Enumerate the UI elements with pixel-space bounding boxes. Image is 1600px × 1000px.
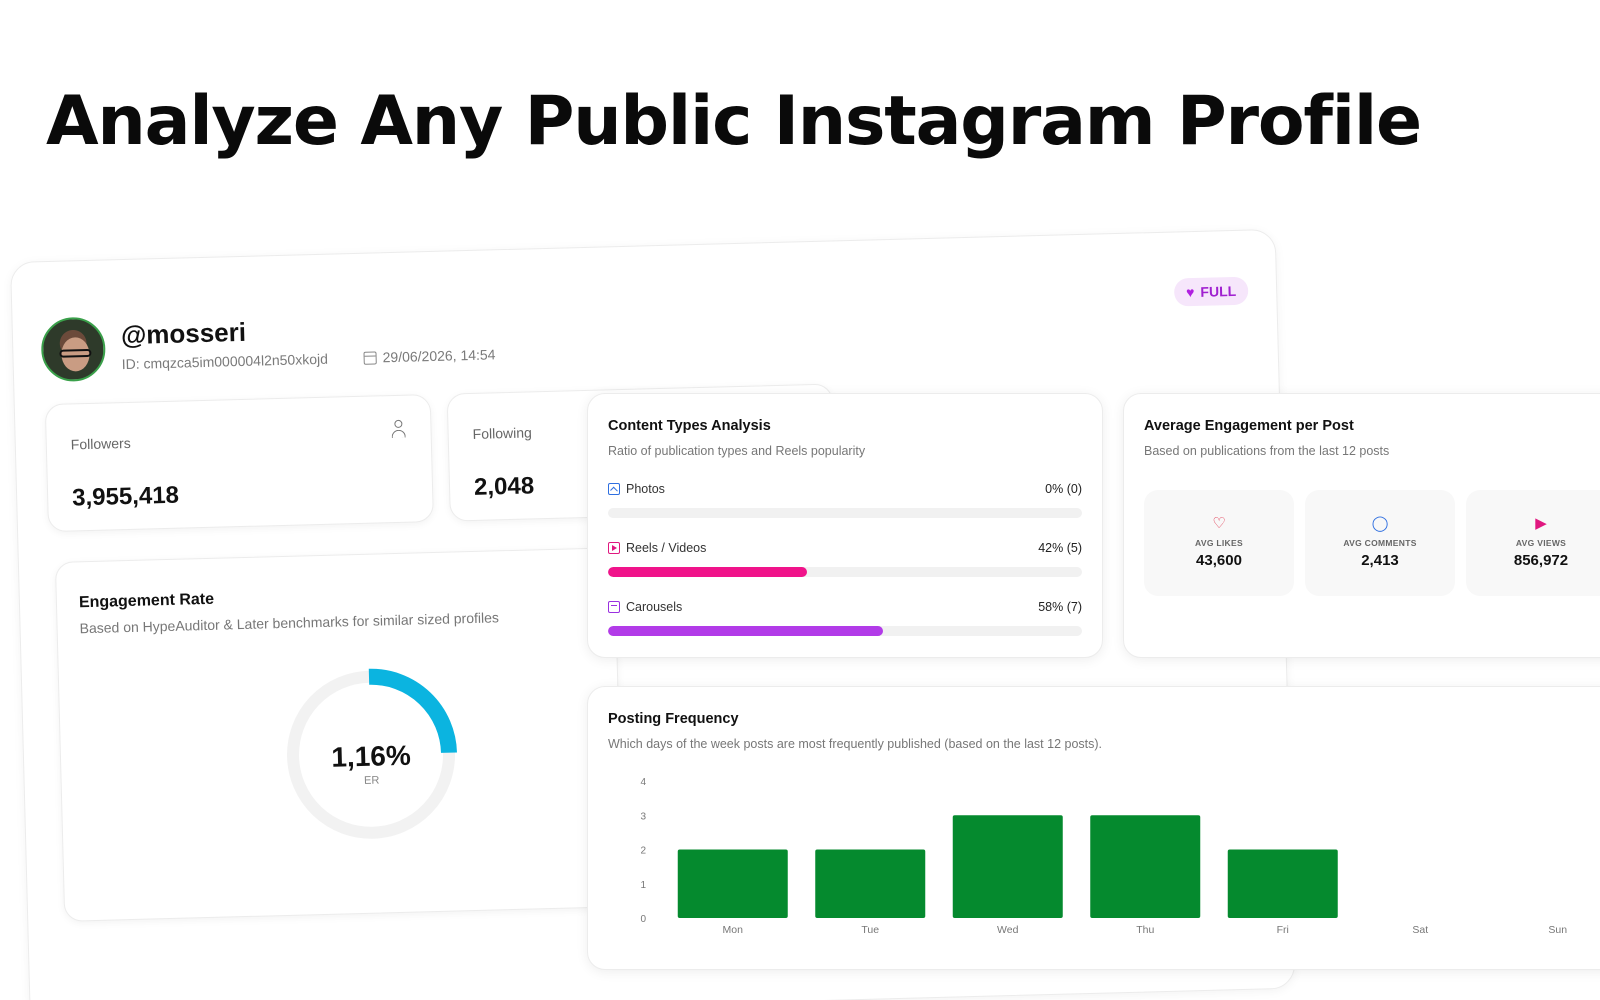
- comment-icon: ◯: [1371, 515, 1389, 532]
- y-tick-label: 4: [640, 777, 646, 788]
- following-value: 2,048: [473, 472, 535, 501]
- followers-value: 3,955,418: [71, 481, 180, 512]
- y-tick-label: 3: [640, 811, 646, 822]
- er-gauge: [285, 668, 458, 841]
- reel-icon: [608, 542, 620, 554]
- avg-views-label: AVG VIEWS: [1515, 538, 1567, 548]
- y-tick-label: 0: [640, 914, 646, 925]
- profile-date: 29/06/2026, 14:54: [363, 346, 496, 366]
- plan-badge: ♥ FULL: [1173, 276, 1249, 307]
- bar-wed: [952, 815, 1063, 918]
- posting-frequency-title: Posting Frequency: [608, 711, 739, 727]
- x-tick-label: Wed: [997, 924, 1019, 936]
- content-row-fill: [608, 626, 883, 636]
- er-value: 1,16%: [330, 739, 412, 773]
- x-tick-label: Thu: [1136, 924, 1154, 936]
- user-icon: [390, 419, 406, 439]
- x-tick-label: Sun: [1548, 924, 1567, 936]
- engagement-rate-card: Engagement Rate Based on HypeAuditor & L…: [54, 547, 625, 922]
- avg-views-value: 856,972: [1513, 552, 1569, 569]
- followers-label: Followers: [70, 434, 131, 453]
- profile-panel: @mosseri ID: cmqzca5im000004l2n50xkojd 2…: [10, 228, 1296, 1000]
- y-tick-label: 1: [640, 880, 646, 891]
- avatar: [40, 316, 107, 383]
- heart-icon: ♥: [1185, 284, 1195, 301]
- content-row-value: 42% (5): [1038, 541, 1082, 555]
- er-title: Engagement Rate: [78, 590, 215, 612]
- profile-username: @mosseri: [120, 316, 247, 351]
- content-row-label: Photos: [626, 482, 665, 496]
- content-row-label: Reels / Videos: [626, 541, 707, 555]
- avg-likes-label: AVG LIKES: [1195, 538, 1243, 548]
- er-gauge-arc: [285, 668, 458, 841]
- bar-mon: [677, 849, 788, 918]
- plan-badge-label: FULL: [1200, 282, 1237, 300]
- content-row-label: Carousels: [626, 600, 683, 614]
- bar-thu: [1090, 815, 1201, 918]
- x-tick-label: Mon: [723, 924, 744, 936]
- bar-tue: [815, 849, 926, 918]
- posting-frequency-subtitle: Which days of the week posts are most fr…: [608, 737, 1103, 751]
- posting-frequency-chart: 0 1 2 3 4 Mon Tue Wed Thu Fri Sat Sun: [640, 777, 1567, 936]
- page-headline: Analyze Any Public Instagram Profile: [46, 82, 1422, 161]
- content-row-value: 0% (0): [1045, 482, 1082, 496]
- play-icon: ▶: [1535, 515, 1547, 532]
- y-tick-label: 2: [640, 846, 646, 857]
- heart-icon: ♡: [1212, 515, 1226, 532]
- avg-views-tile: ▶ AVG VIEWS 856,972: [1466, 490, 1600, 596]
- x-tick-label: Tue: [861, 924, 879, 936]
- x-tick-label: Sat: [1412, 924, 1428, 936]
- er-subtitle: Based on HypeAuditor & Later benchmarks …: [79, 609, 500, 637]
- avg-engagement-card: Average Engagement per Post Based on pub…: [1123, 393, 1600, 658]
- content-types-card: Content Types Analysis Ratio of publicat…: [587, 393, 1103, 658]
- avg-likes-value: 43,600: [1196, 552, 1242, 569]
- content-row-value: 58% (7): [1038, 600, 1082, 614]
- photo-icon: [608, 483, 620, 495]
- content-row-track: [608, 626, 1082, 636]
- calendar-icon: [363, 350, 377, 365]
- avg-comments-tile: ◯ AVG COMMENTS 2,413: [1305, 490, 1455, 596]
- content-types-title: Content Types Analysis: [608, 418, 771, 434]
- content-row-track: [608, 508, 1082, 518]
- carousel-icon: [608, 601, 620, 613]
- profile-id: ID: cmqzca5im000004l2n50xkojd: [121, 350, 329, 373]
- following-label: Following: [472, 424, 532, 442]
- content-row-track: [608, 567, 1082, 577]
- avg-comments-label: AVG COMMENTS: [1343, 538, 1417, 548]
- x-tick-label: Fri: [1277, 924, 1289, 936]
- avg-comments-value: 2,413: [1361, 552, 1399, 569]
- avg-engagement-subtitle: Based on publications from the last 12 p…: [1144, 444, 1390, 458]
- profile-date-text: 29/06/2026, 14:54: [382, 346, 496, 366]
- posting-frequency-card: Posting Frequency Which days of the week…: [587, 686, 1600, 970]
- avg-engagement-title: Average Engagement per Post: [1144, 418, 1354, 434]
- bar-fri: [1227, 849, 1338, 918]
- content-types-subtitle: Ratio of publication types and Reels pop…: [608, 444, 866, 458]
- followers-card: Followers 3,955,418: [44, 394, 434, 533]
- avg-likes-tile: ♡ AVG LIKES 43,600: [1144, 490, 1294, 596]
- content-row-fill: [608, 567, 808, 577]
